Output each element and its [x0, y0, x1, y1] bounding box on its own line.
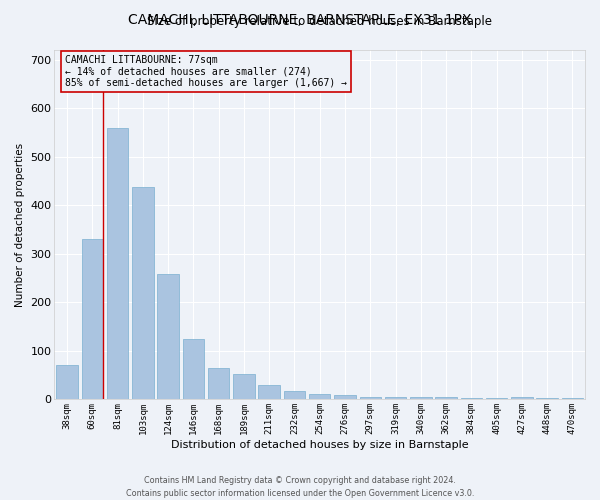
Text: Contains HM Land Registry data © Crown copyright and database right 2024.
Contai: Contains HM Land Registry data © Crown c… [126, 476, 474, 498]
Bar [182, 339, 204, 400]
Bar [436, 397, 457, 400]
Text: CAMACHI LITTABOURNE: 77sqm
← 14% of detached houses are smaller (274)
85% of sem: CAMACHI LITTABOURNE: 77sqm ← 14% of deta… [65, 55, 347, 88]
Bar [461, 398, 482, 400]
Bar [309, 394, 331, 400]
Bar [284, 391, 305, 400]
Bar [259, 385, 280, 400]
Y-axis label: Number of detached properties: Number of detached properties [15, 142, 25, 307]
Bar [107, 128, 128, 400]
X-axis label: Distribution of detached houses by size in Barnstaple: Distribution of detached houses by size … [171, 440, 469, 450]
Bar [56, 366, 78, 400]
Bar [486, 398, 508, 400]
Bar [132, 187, 154, 400]
Bar [208, 368, 229, 400]
Bar [511, 397, 533, 400]
Bar [536, 398, 558, 400]
Bar [82, 240, 103, 400]
Text: CAMACHI, LITTABOURNE, BARNSTAPLE, EX31 1PX: CAMACHI, LITTABOURNE, BARNSTAPLE, EX31 1… [128, 12, 472, 26]
Title: Size of property relative to detached houses in Barnstaple: Size of property relative to detached ho… [147, 15, 492, 28]
Bar [385, 396, 406, 400]
Bar [562, 398, 583, 400]
Bar [334, 394, 356, 400]
Bar [233, 374, 254, 400]
Bar [410, 397, 431, 400]
Bar [157, 274, 179, 400]
Bar [359, 397, 381, 400]
